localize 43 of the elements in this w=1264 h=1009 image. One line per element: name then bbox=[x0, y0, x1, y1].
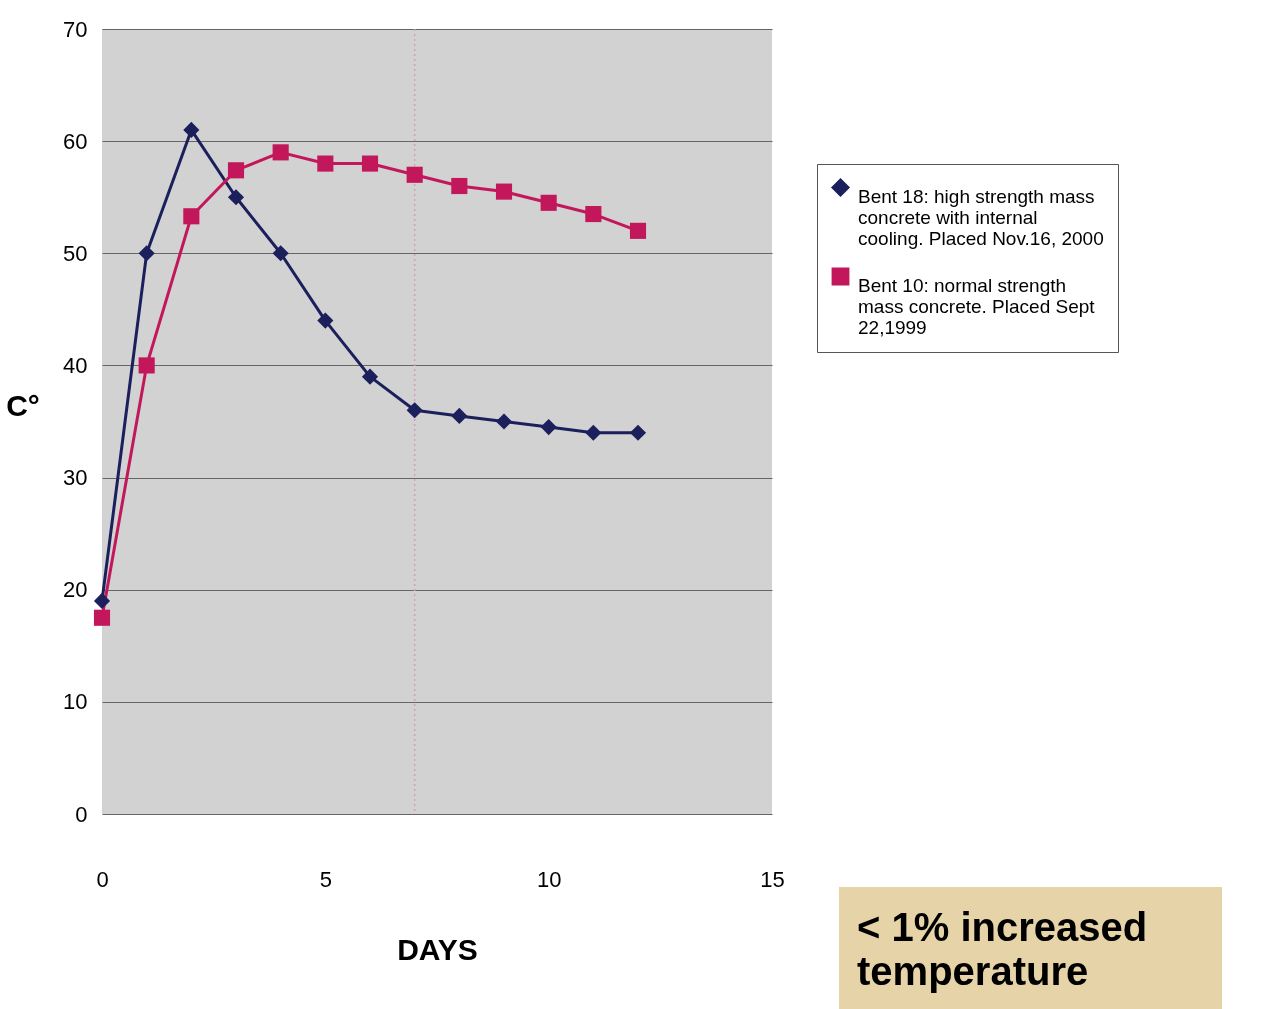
legend-label: Bent 10: normal strength mass concrete. Placed Sept 22,1999 bbox=[858, 274, 1096, 338]
point bbox=[183, 208, 200, 225]
x-axis-title: DAYS bbox=[397, 932, 478, 966]
y-tick-label: 0 bbox=[75, 801, 88, 827]
y-tick-label: 30 bbox=[63, 465, 88, 491]
y-tick-label: 70 bbox=[63, 16, 88, 42]
point bbox=[495, 413, 513, 430]
point bbox=[495, 183, 513, 200]
point bbox=[361, 155, 379, 172]
point bbox=[406, 166, 423, 183]
point bbox=[272, 245, 289, 262]
y-tick-label: 50 bbox=[63, 240, 88, 266]
x-tick-label: 10 bbox=[536, 866, 562, 892]
point bbox=[93, 592, 111, 609]
legend-label: Bent 18: high strength mass concrete with internal cooling. Placed Nov.16, 2000 bbox=[858, 185, 1104, 249]
point bbox=[138, 357, 155, 374]
point bbox=[629, 424, 647, 441]
point bbox=[540, 194, 557, 211]
point bbox=[138, 245, 155, 262]
y-tick-label: 60 bbox=[63, 128, 88, 154]
y-axis-title: C° bbox=[6, 389, 40, 422]
point bbox=[451, 177, 468, 195]
y-tick-label: 20 bbox=[63, 577, 88, 603]
point bbox=[585, 205, 602, 223]
x-tick-label: 0 bbox=[96, 866, 109, 892]
point bbox=[272, 144, 289, 161]
point bbox=[629, 222, 647, 239]
point bbox=[227, 189, 245, 206]
text: < 1% increased temperature bbox=[857, 905, 1148, 993]
point bbox=[540, 419, 557, 436]
point bbox=[585, 424, 602, 441]
x-tick-label: 15 bbox=[760, 866, 785, 892]
x-tick-label: 5 bbox=[319, 866, 332, 892]
y-tick-label: 40 bbox=[63, 352, 88, 378]
point bbox=[317, 155, 334, 172]
point bbox=[183, 121, 200, 138]
point bbox=[451, 407, 468, 424]
point bbox=[227, 162, 245, 179]
point bbox=[317, 312, 334, 329]
y-tick-label: 10 bbox=[63, 689, 88, 715]
point bbox=[406, 402, 423, 419]
point bbox=[361, 368, 379, 385]
point bbox=[93, 609, 111, 626]
